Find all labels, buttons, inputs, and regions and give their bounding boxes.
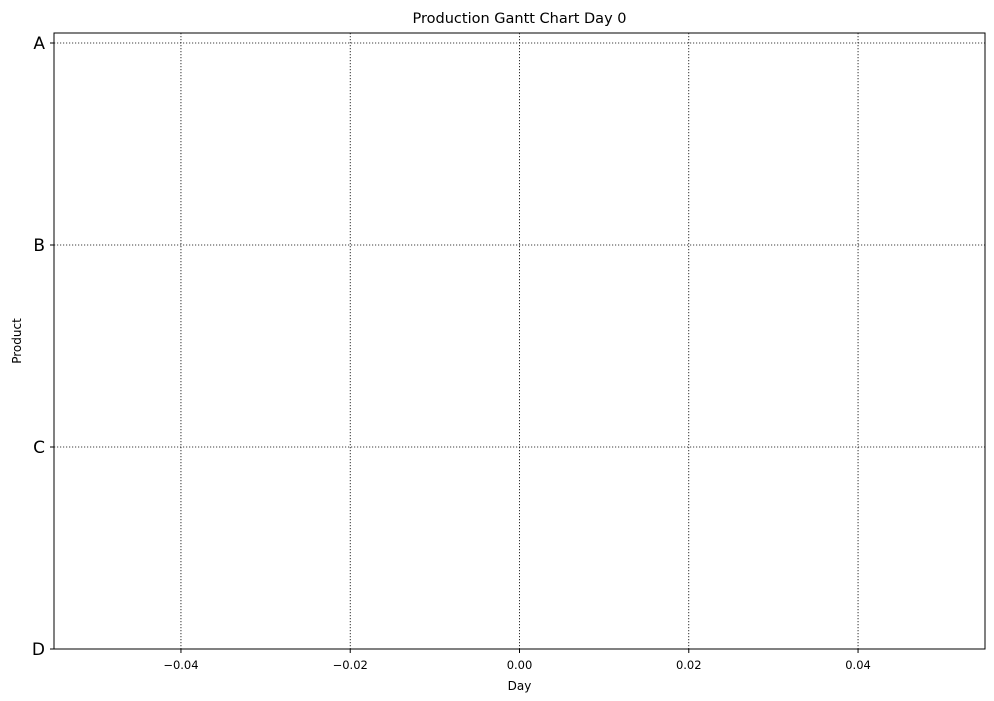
x-tick-label: 0.04 — [845, 658, 871, 672]
x-tick-label: −0.02 — [333, 658, 368, 672]
chart-title: Production Gantt Chart Day 0 — [413, 11, 627, 27]
y-axis-label: Product — [10, 318, 24, 364]
y-tick-label-d: D — [32, 640, 45, 660]
x-axis-label: Day — [508, 679, 532, 693]
plot-frame — [53, 32, 986, 650]
y-tick-label-b: B — [33, 236, 45, 256]
x-tick-label: 0.02 — [676, 658, 702, 672]
grid-lines — [54, 33, 985, 650]
x-tick-label: −0.04 — [163, 658, 198, 672]
y-tick-label-c: C — [33, 438, 45, 458]
x-tick-label: 0.00 — [507, 658, 533, 672]
axis-ticks: −0.04 −0.02 0.00 0.02 0.04 A B C D — [32, 34, 871, 672]
y-tick-label-a: A — [33, 34, 45, 54]
